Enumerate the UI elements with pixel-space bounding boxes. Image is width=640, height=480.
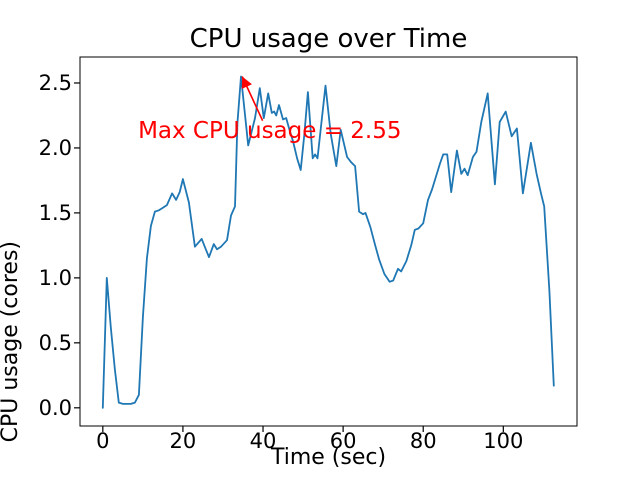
y-tick-label: 2.0 (38, 135, 72, 160)
x-tick-label: 100 (483, 429, 524, 453)
y-tick-label: 1.5 (38, 200, 72, 225)
x-axis-label: Time (sec) (270, 445, 387, 470)
y-tick-label: 0.5 (38, 330, 72, 355)
y-tick-label: 0.0 (38, 395, 72, 420)
chart-title: CPU usage over Time (189, 24, 468, 54)
axes-frame (79, 56, 578, 427)
x-tick-label: 40 (249, 429, 277, 453)
x-tick-label: 0 (96, 429, 110, 453)
annotation-arrow (241, 76, 264, 122)
max-annotation-text: Max CPU usage = 2.55 (138, 118, 402, 145)
x-tick-label: 80 (409, 429, 437, 453)
cpu-usage-line (101, 75, 555, 409)
y-tick-label: 2.5 (38, 70, 72, 95)
x-tick-label: 20 (169, 429, 197, 453)
y-tick-label: 1.0 (38, 265, 72, 290)
x-tick-label: 60 (329, 429, 357, 453)
